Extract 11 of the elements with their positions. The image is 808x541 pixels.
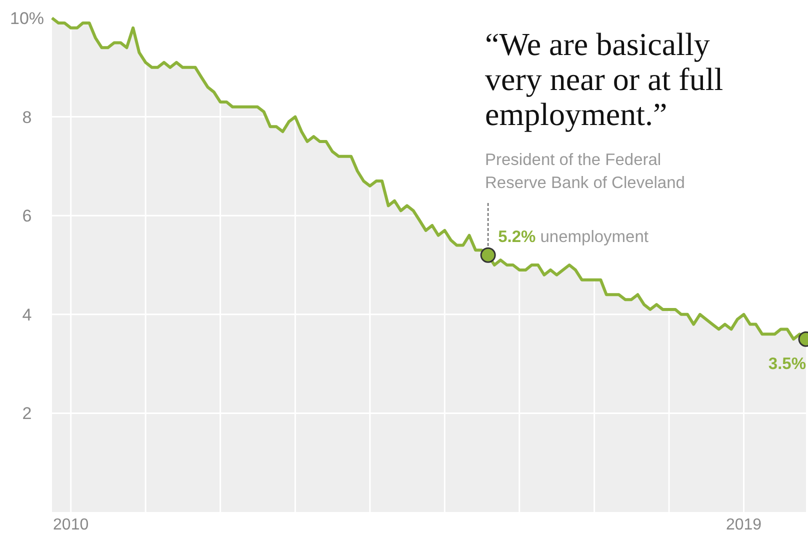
annotation: 5.2% unemployment (498, 228, 649, 246)
annotation: 3.5% (768, 355, 806, 374)
x-tick-label: 2019 (726, 516, 762, 534)
y-tick-label: 6 (22, 206, 32, 226)
y-tick-label: 10% (10, 8, 44, 28)
annotation: President of the Federal Reserve Bank of Cleveland (485, 151, 685, 192)
x-tick-label: 2010 (53, 516, 89, 534)
y-tick-label: 8 (22, 108, 32, 127)
y-tick-label: 4 (22, 305, 32, 324)
annotation: “We are basically very near or at full employment.” (485, 26, 724, 132)
y-tick-label: 2 (22, 404, 32, 424)
